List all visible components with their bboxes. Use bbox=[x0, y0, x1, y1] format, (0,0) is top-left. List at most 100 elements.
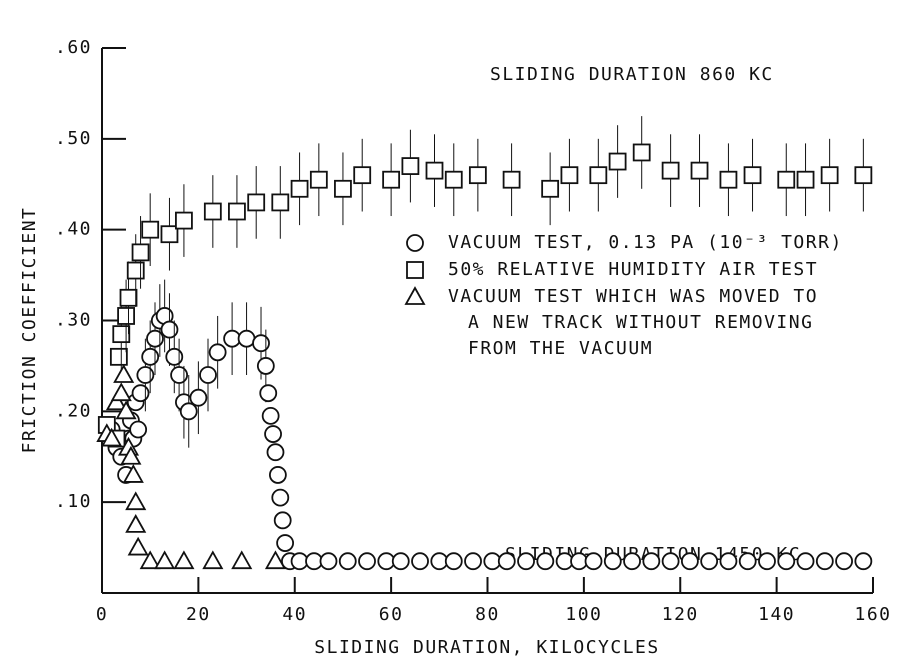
circle-marker bbox=[661, 552, 680, 571]
x-tick-label: 140 bbox=[758, 604, 795, 625]
triangle-marker bbox=[125, 491, 147, 511]
circle-marker bbox=[170, 366, 189, 384]
square-marker bbox=[160, 225, 179, 244]
circle-marker bbox=[208, 343, 227, 362]
y-tick-label: .10 bbox=[55, 491, 92, 512]
circle-marker bbox=[796, 552, 815, 571]
circle-marker bbox=[338, 552, 357, 571]
triangle-marker bbox=[173, 550, 195, 570]
circle-marker bbox=[497, 552, 516, 571]
square-marker bbox=[119, 288, 138, 307]
circle-marker bbox=[642, 552, 661, 571]
circle-marker bbox=[165, 347, 184, 366]
circle-marker bbox=[256, 357, 275, 375]
circle-marker bbox=[259, 384, 278, 403]
circle-marker bbox=[141, 347, 160, 366]
triangle-marker bbox=[231, 550, 253, 570]
circle-marker bbox=[411, 552, 429, 571]
x-tick-label: 0 bbox=[96, 604, 108, 625]
triangle-marker bbox=[264, 550, 287, 570]
circle-marker bbox=[391, 552, 410, 571]
square-marker bbox=[131, 243, 150, 262]
circle-marker bbox=[815, 552, 834, 571]
x-axis-label: SLIDING DURATION, KILOCYCLES bbox=[314, 637, 659, 658]
square-marker bbox=[203, 202, 222, 221]
triangle-marker bbox=[404, 286, 426, 305]
circle-marker bbox=[136, 366, 155, 384]
square-marker bbox=[608, 152, 627, 171]
x-tick-label: 20 bbox=[186, 604, 211, 625]
square-marker bbox=[406, 261, 424, 279]
triangle-marker bbox=[120, 445, 142, 465]
circle-marker bbox=[160, 320, 179, 339]
square-marker bbox=[796, 170, 815, 189]
square-marker bbox=[719, 170, 738, 189]
triangle-marker bbox=[101, 427, 123, 447]
circle-marker bbox=[406, 234, 424, 252]
circle-marker bbox=[319, 552, 338, 571]
square-marker bbox=[334, 179, 352, 198]
circle-marker bbox=[623, 552, 641, 571]
x-tick-label: 160 bbox=[854, 604, 891, 625]
circle-marker bbox=[444, 552, 463, 571]
triangle-marker bbox=[139, 550, 161, 570]
x-tick-label: 100 bbox=[565, 604, 602, 625]
circle-marker bbox=[129, 420, 148, 439]
y-axis-label: FRICTION COEFFICIENT bbox=[19, 207, 40, 454]
circle-marker bbox=[264, 425, 282, 443]
circle-marker bbox=[266, 443, 285, 462]
square-marker bbox=[541, 179, 560, 198]
square-marker bbox=[109, 347, 128, 366]
legend-label: 50% RELATIVE HUMIDITY AIR TEST bbox=[448, 259, 818, 280]
triangle-marker bbox=[125, 514, 147, 533]
circle-marker bbox=[358, 552, 376, 571]
square-marker bbox=[632, 143, 651, 162]
circle-marker bbox=[199, 366, 217, 384]
circle-marker bbox=[700, 552, 719, 571]
x-tick-label: 60 bbox=[379, 604, 404, 625]
circle-marker bbox=[268, 466, 287, 484]
circle-marker bbox=[758, 552, 776, 571]
square-marker bbox=[247, 193, 266, 212]
triangle-marker bbox=[113, 364, 135, 383]
circle-marker bbox=[131, 384, 150, 403]
square-marker bbox=[854, 166, 873, 185]
triangle-marker bbox=[105, 391, 127, 411]
y-tick-label: .20 bbox=[55, 400, 92, 421]
square-marker bbox=[690, 161, 709, 180]
square-marker bbox=[228, 202, 246, 221]
x-tick-label: 80 bbox=[475, 604, 500, 625]
circle-marker bbox=[276, 534, 295, 552]
square-marker bbox=[271, 193, 290, 212]
square-marker bbox=[777, 170, 796, 189]
circle-marker bbox=[603, 552, 622, 571]
annotation: SLIDING DURATION 860 KC bbox=[490, 64, 774, 85]
circle-marker bbox=[517, 552, 535, 571]
square-marker bbox=[290, 179, 309, 198]
triangle-marker bbox=[115, 400, 137, 420]
square-marker bbox=[353, 166, 372, 185]
square-marker bbox=[661, 161, 680, 180]
square-marker bbox=[382, 170, 401, 189]
square-marker bbox=[112, 325, 131, 344]
square-marker bbox=[820, 166, 839, 185]
circle-marker bbox=[738, 552, 757, 571]
circle-marker bbox=[237, 329, 256, 348]
circle-marker bbox=[252, 334, 270, 353]
square-marker bbox=[560, 166, 579, 185]
square-marker bbox=[401, 157, 420, 175]
square-marker bbox=[141, 220, 160, 239]
x-tick-label: 40 bbox=[282, 604, 307, 625]
triangle-marker bbox=[110, 382, 132, 402]
circle-marker bbox=[835, 552, 853, 571]
circle-marker bbox=[189, 388, 208, 407]
circle-marker bbox=[719, 552, 738, 571]
legend-label: VACUUM TEST, 0.13 PA (10⁻³ TORR) bbox=[448, 232, 843, 253]
triangle-marker bbox=[202, 550, 224, 570]
x-tick-label: 120 bbox=[662, 604, 699, 625]
legend-label: VACUUM TEST WHICH WAS MOVED TO A NEW TRAC… bbox=[448, 286, 818, 359]
circle-marker bbox=[536, 552, 555, 571]
square-marker bbox=[117, 307, 135, 325]
circle-marker bbox=[273, 511, 292, 530]
